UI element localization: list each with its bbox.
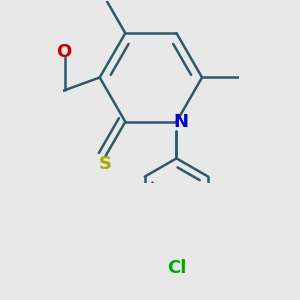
Text: S: S [99, 155, 112, 173]
Text: Cl: Cl [167, 259, 186, 277]
Text: N: N [173, 113, 188, 131]
Text: O: O [56, 43, 71, 61]
